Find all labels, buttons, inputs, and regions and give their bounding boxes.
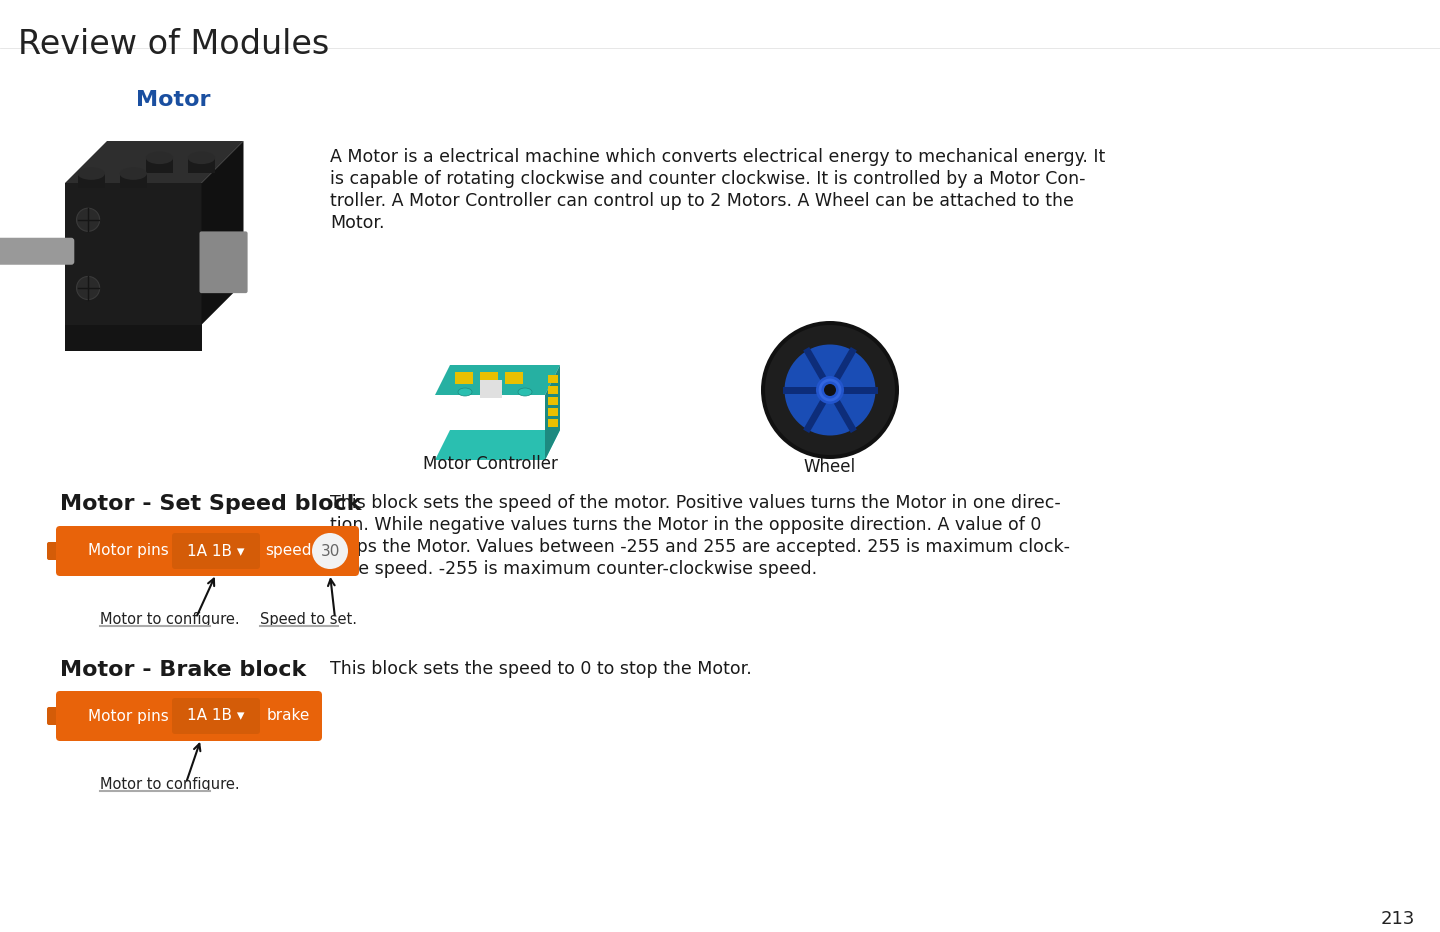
Ellipse shape: [458, 388, 472, 396]
Ellipse shape: [518, 388, 531, 396]
Text: Motor: Motor: [135, 90, 210, 110]
Text: Wheel: Wheel: [804, 458, 855, 476]
FancyBboxPatch shape: [505, 372, 523, 384]
Ellipse shape: [187, 152, 215, 164]
Text: Motor to configure.: Motor to configure.: [99, 612, 239, 627]
Polygon shape: [544, 365, 560, 460]
FancyBboxPatch shape: [56, 526, 359, 576]
Ellipse shape: [760, 321, 899, 459]
Text: This block sets the speed to 0 to stop the Motor.: This block sets the speed to 0 to stop t…: [330, 660, 752, 678]
Ellipse shape: [120, 167, 147, 180]
FancyBboxPatch shape: [455, 372, 472, 384]
FancyBboxPatch shape: [171, 533, 261, 569]
Text: Motor to configure.: Motor to configure.: [99, 777, 239, 792]
FancyBboxPatch shape: [480, 380, 503, 398]
Text: Motor.: Motor.: [330, 214, 384, 232]
Ellipse shape: [816, 376, 844, 404]
Polygon shape: [65, 141, 243, 183]
FancyBboxPatch shape: [0, 238, 75, 265]
Polygon shape: [202, 141, 243, 324]
Text: This block sets the speed of the motor. Positive values turns the Motor in one d: This block sets the speed of the motor. …: [330, 494, 1061, 512]
Ellipse shape: [76, 277, 99, 299]
FancyBboxPatch shape: [56, 691, 323, 741]
Text: Motor - Set Speed block: Motor - Set Speed block: [60, 494, 361, 514]
Polygon shape: [187, 158, 215, 172]
Text: Review of Modules: Review of Modules: [17, 28, 330, 61]
FancyBboxPatch shape: [480, 372, 498, 384]
Text: 213: 213: [1381, 910, 1416, 928]
Ellipse shape: [488, 388, 503, 396]
FancyBboxPatch shape: [48, 707, 69, 725]
Text: 1A 1B ▾: 1A 1B ▾: [187, 543, 245, 558]
Ellipse shape: [785, 345, 876, 435]
Polygon shape: [120, 173, 147, 188]
Text: Motor pins: Motor pins: [88, 543, 168, 558]
Text: Motor pins: Motor pins: [88, 708, 168, 723]
FancyBboxPatch shape: [549, 386, 559, 394]
Ellipse shape: [145, 152, 173, 164]
Text: Motor Controller: Motor Controller: [422, 455, 557, 473]
Polygon shape: [145, 158, 173, 172]
FancyBboxPatch shape: [549, 375, 559, 383]
Text: Speed to set.: Speed to set.: [261, 612, 357, 627]
Ellipse shape: [76, 208, 99, 231]
Text: troller. A Motor Controller can control up to 2 Motors. A Wheel can be attached : troller. A Motor Controller can control …: [330, 192, 1074, 210]
Polygon shape: [435, 365, 560, 395]
FancyBboxPatch shape: [549, 419, 559, 427]
Text: 30: 30: [320, 543, 340, 558]
Text: 1A 1B ▾: 1A 1B ▾: [187, 708, 245, 723]
FancyBboxPatch shape: [549, 408, 559, 416]
Text: brake: brake: [266, 708, 310, 723]
Polygon shape: [435, 430, 560, 460]
FancyBboxPatch shape: [549, 397, 559, 405]
Text: wise speed. -255 is maximum counter-clockwise speed.: wise speed. -255 is maximum counter-cloc…: [330, 560, 816, 578]
FancyBboxPatch shape: [171, 698, 261, 734]
FancyBboxPatch shape: [48, 542, 69, 560]
Polygon shape: [65, 183, 202, 324]
FancyBboxPatch shape: [200, 231, 248, 294]
Polygon shape: [78, 173, 105, 188]
Text: tion. While negative values turns the Motor in the opposite direction. A value o: tion. While negative values turns the Mo…: [330, 516, 1041, 534]
Ellipse shape: [824, 384, 837, 396]
Text: A Motor is a electrical machine which converts electrical energy to mechanical e: A Motor is a electrical machine which co…: [330, 148, 1106, 166]
Text: speed: speed: [265, 543, 311, 558]
Text: Motor - Brake block: Motor - Brake block: [60, 660, 307, 680]
Text: stops the Motor. Values between -255 and 255 are accepted. 255 is maximum clock-: stops the Motor. Values between -255 and…: [330, 538, 1070, 556]
Polygon shape: [65, 324, 202, 351]
Ellipse shape: [765, 325, 896, 455]
Text: is capable of rotating clockwise and counter clockwise. It is controlled by a Mo: is capable of rotating clockwise and cou…: [330, 170, 1086, 188]
Ellipse shape: [312, 533, 348, 569]
Ellipse shape: [78, 167, 105, 180]
